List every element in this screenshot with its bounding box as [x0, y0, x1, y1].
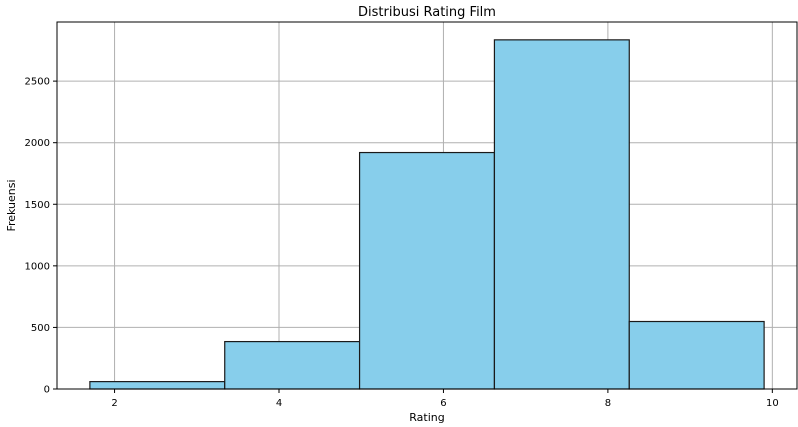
x-tick-label: 6: [440, 398, 446, 409]
y-tick-label: 500: [31, 323, 50, 334]
x-tick-label: 8: [605, 398, 611, 409]
y-tick-label: 0: [44, 385, 50, 396]
histogram-bar: [89, 381, 226, 390]
x-tick-label: 10: [766, 398, 779, 409]
histogram-bar: [224, 340, 361, 390]
y-tick-label: 1500: [25, 200, 50, 211]
histogram-bar: [358, 151, 496, 390]
x-tick-label: 4: [276, 398, 282, 409]
chart-title: Distribusi Rating Film: [358, 5, 496, 20]
x-tick-label: 2: [111, 398, 117, 409]
bars: [89, 39, 765, 390]
y-axis-ticks: 0 500 1000 1500 2000 2500: [25, 77, 57, 396]
histogram-bar: [493, 39, 630, 390]
y-axis-label: Frekuensi: [5, 179, 18, 231]
x-axis-label: Rating: [409, 411, 444, 424]
y-tick-label: 1000: [25, 261, 50, 272]
plot-frame: [56, 21, 798, 390]
histogram-bar: [628, 320, 765, 390]
y-tick-label: 2000: [25, 138, 50, 149]
y-tick-label: 2500: [25, 77, 50, 88]
x-axis-ticks: 2 4 6 8 10: [111, 389, 779, 409]
